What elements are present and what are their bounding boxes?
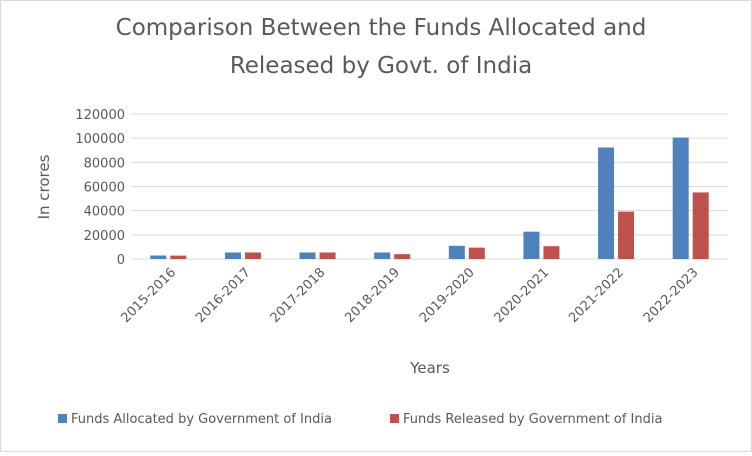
y-tick-label: 80000 (84, 156, 125, 171)
bar-allocated-2017-2018 (299, 252, 316, 259)
x-tick-label: 2020-2021 (492, 265, 553, 326)
x-tick-label: 2016-2017 (193, 265, 254, 326)
chart-title-line-1: Comparison Between the Funds Allocated a… (116, 15, 647, 41)
bar-released-2019-2020 (468, 247, 485, 259)
y-tick-label: 0 (117, 253, 125, 268)
y-tick-label: 40000 (84, 205, 125, 220)
legend-swatch (58, 414, 67, 423)
y-tick-label: 60000 (84, 181, 125, 196)
bar-released-2020-2021 (543, 246, 560, 259)
chart-title-line-2: Released by Govt. of India (230, 53, 532, 79)
bar-released-2018-2019 (394, 254, 411, 259)
y-tick-label: 20000 (84, 229, 125, 244)
x-tick-label: 2021-2022 (566, 265, 627, 326)
x-tick-label: 2017-2018 (268, 265, 329, 326)
bar-allocated-2019-2020 (448, 245, 465, 259)
bar-allocated-2015-2016 (150, 255, 167, 259)
bar-released-2017-2018 (319, 252, 336, 259)
x-tick-label: 2022-2023 (641, 265, 702, 326)
y-axis-label: In crores (35, 154, 53, 219)
bar-allocated-2016-2017 (224, 252, 241, 259)
bar-allocated-2021-2022 (598, 147, 615, 259)
x-tick-label: 2019-2020 (417, 265, 478, 326)
bar-allocated-2018-2019 (374, 252, 391, 259)
bar-released-2016-2017 (244, 252, 261, 259)
legend-swatch (390, 414, 399, 423)
y-tick-label: 100000 (75, 132, 125, 147)
x-tick-label: 2018-2019 (342, 265, 403, 326)
legend-label: Funds Released by Government of India (403, 412, 662, 427)
y-tick-label: 120000 (75, 108, 125, 123)
x-tick-label: 2015-2016 (118, 265, 179, 326)
bar-released-2021-2022 (618, 211, 635, 259)
x-axis-label: Years (409, 359, 450, 377)
legend-label: Funds Allocated by Government of India (71, 412, 332, 427)
bar-released-2022-2023 (692, 192, 709, 259)
bar-allocated-2020-2021 (523, 231, 540, 259)
bar-released-2015-2016 (170, 255, 187, 259)
bar-allocated-2022-2023 (672, 137, 689, 259)
